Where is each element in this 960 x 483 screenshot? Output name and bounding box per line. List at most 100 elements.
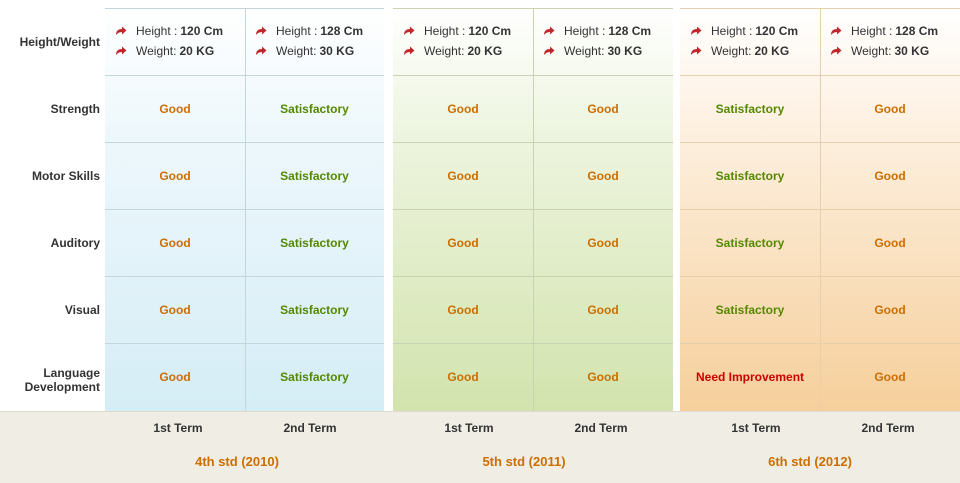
row-label-language-development: Language Development [24, 365, 100, 394]
group-year-label: 6th std (2012) [768, 454, 852, 469]
term-label: 1st Term [153, 421, 203, 435]
rating-cell: Good [874, 235, 906, 250]
weight-label: Weight: [711, 44, 752, 58]
weight-value: 20 KG [467, 44, 503, 58]
weight-label: Weight: [564, 44, 605, 58]
rating-cell: Satisfactory [715, 168, 785, 183]
rating-cell: Good [587, 235, 619, 250]
height-weight-cell: Height :120 Cm Weight: 20 KG [403, 21, 511, 61]
rating-cell: Satisfactory [715, 101, 785, 116]
height-label: Height : [276, 24, 318, 38]
grid-line [105, 209, 384, 210]
curved-arrow-icon [544, 46, 555, 55]
panel-4th-std: Height :120 Cm Weight: 20 KG Good Good Good Go… [105, 8, 384, 411]
term-label: 2nd Term [283, 421, 337, 435]
rating-cell: Good [447, 168, 479, 183]
rating-cell: Good [587, 370, 619, 384]
height-label: Height : [711, 24, 753, 38]
rating-cell: Good [159, 235, 191, 250]
row-label-visual: Visual [64, 302, 100, 317]
weight-label: Weight: [851, 44, 892, 58]
height-value: 120 Cm [755, 24, 799, 38]
rating-cell: Good [447, 101, 479, 116]
height-value: 120 Cm [180, 24, 224, 38]
curved-arrow-icon [116, 46, 127, 55]
rating-cell: Good [874, 370, 906, 384]
curved-arrow-icon [256, 46, 267, 55]
rating-cell: Satisfactory [280, 302, 349, 317]
grid-line [105, 276, 384, 277]
height-value: 128 Cm [608, 24, 652, 38]
height-label: Height : [564, 24, 606, 38]
weight-label: Weight: [424, 44, 465, 58]
height-value: 128 Cm [320, 24, 364, 38]
rating-cell: Good [159, 101, 191, 116]
group-year-label: 5th std (2011) [482, 454, 566, 469]
panel-5th-std: Height :120 Cm Weight: 20 KG Good Good Good Go… [393, 8, 673, 411]
term-label: 1st Term [444, 421, 494, 435]
height-value: 120 Cm [468, 24, 512, 38]
rating-cell: Satisfactory [715, 235, 785, 250]
rating-cell: Good [874, 101, 906, 116]
grid-line [533, 8, 534, 411]
curved-arrow-icon [256, 26, 267, 35]
height-weight-cell: Height :128 Cm Weight: 30 KG [255, 21, 363, 61]
rating-cell: Satisfactory [280, 370, 349, 384]
row-label-height-weight: Height/Weight [19, 34, 100, 49]
grid-line [105, 75, 384, 76]
grid-line [105, 142, 384, 143]
curved-arrow-icon [831, 26, 842, 35]
weight-label: Weight: [136, 44, 177, 58]
curved-arrow-icon [544, 26, 555, 35]
weight-value: 20 KG [754, 44, 790, 58]
rating-cell: Need Improvement [695, 370, 805, 384]
rating-cell: Good [159, 168, 191, 183]
grid-line [105, 343, 384, 344]
height-value: 128 Cm [895, 24, 939, 38]
rating-cell: Satisfactory [280, 235, 349, 250]
rating-cell: Good [874, 168, 906, 183]
curved-arrow-icon [404, 46, 415, 55]
row-label-motor-skills: Motor Skills [31, 168, 100, 183]
rating-cell: Good [159, 370, 191, 384]
term-footer: 1st Term 2nd Term 4th std (2010) 1st Ter… [0, 411, 960, 483]
rating-cell: Good [447, 370, 479, 384]
rating-cell: Good [587, 101, 619, 116]
height-weight-cell: Height :128 Cm Weight: 30 KG [543, 21, 651, 61]
height-label: Height : [851, 24, 893, 38]
rating-cell: Good [447, 235, 479, 250]
rating-cell: Good [159, 302, 191, 317]
height-weight-cell: Height :120 Cm Weight: 20 KG [690, 21, 798, 61]
curved-arrow-icon [116, 26, 127, 35]
weight-value: 30 KG [319, 44, 355, 58]
height-label: Height : [136, 24, 178, 38]
term-label: 2nd Term [574, 421, 628, 435]
weight-value: 20 KG [179, 44, 215, 58]
rating-cell: Satisfactory [280, 101, 349, 116]
term-label: 1st Term [731, 421, 781, 435]
height-label: Height : [424, 24, 466, 38]
curved-arrow-icon [831, 46, 842, 55]
rating-cell: Good [587, 168, 619, 183]
panel-6th-std: Height :120 Cm Weight: 20 KG Satisfactory Sa… [680, 8, 960, 411]
grid-line [105, 8, 384, 9]
rating-cell: Satisfactory [280, 168, 349, 183]
row-label-auditory: Auditory [50, 235, 100, 250]
term-label: 2nd Term [861, 421, 915, 435]
rating-cell: Good [874, 302, 906, 317]
weight-label: Weight: [276, 44, 317, 58]
grid-line [245, 8, 246, 411]
rating-cell: Good [447, 302, 479, 317]
curved-arrow-icon [691, 26, 702, 35]
curved-arrow-icon [691, 46, 702, 55]
weight-value: 30 KG [894, 44, 930, 58]
grid-line [820, 8, 821, 411]
rating-cell: Good [587, 302, 619, 317]
rating-cell: Satisfactory [715, 302, 785, 317]
height-weight-cell: Height :128 Cm Weight: 30 KG [830, 21, 938, 61]
weight-value: 30 KG [607, 44, 643, 58]
curved-arrow-icon [404, 26, 415, 35]
height-weight-cell: Height :120 Cm Weight: 20 KG [115, 21, 223, 61]
group-year-label: 4th std (2010) [195, 454, 279, 469]
row-label-strength: Strength [50, 101, 100, 116]
